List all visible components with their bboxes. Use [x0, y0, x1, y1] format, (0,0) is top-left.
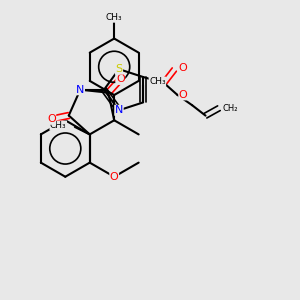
Text: O: O	[178, 63, 187, 73]
Text: O: O	[116, 74, 124, 84]
Text: N: N	[76, 85, 84, 95]
Text: O: O	[179, 90, 188, 100]
Text: O: O	[110, 172, 118, 182]
Text: CH₃: CH₃	[106, 13, 122, 22]
Text: CH₂: CH₂	[223, 104, 238, 113]
Text: S: S	[116, 64, 122, 74]
Text: CH₃: CH₃	[50, 121, 67, 130]
Text: CH₃: CH₃	[149, 77, 166, 86]
Text: N: N	[115, 105, 123, 115]
Text: O: O	[47, 114, 56, 124]
